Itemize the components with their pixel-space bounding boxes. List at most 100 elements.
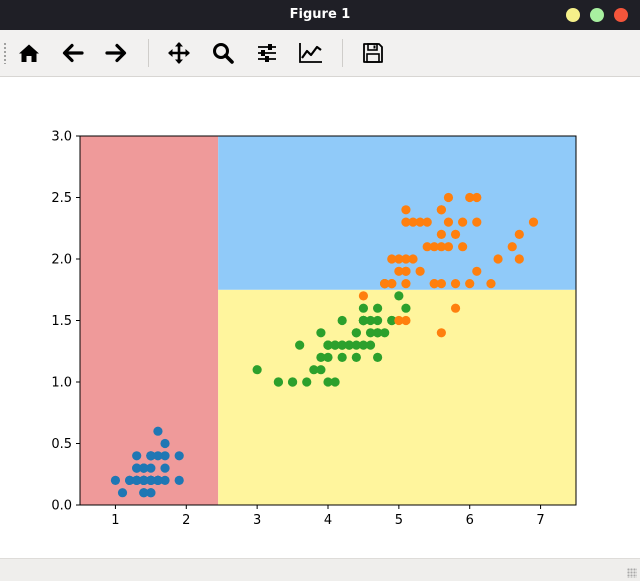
- data-point: [153, 451, 163, 461]
- data-point: [344, 340, 354, 350]
- data-point: [132, 451, 142, 461]
- data-point: [146, 463, 156, 473]
- data-point: [422, 242, 432, 252]
- status-bar: [0, 558, 640, 581]
- data-point: [472, 266, 482, 276]
- data-point: [486, 279, 496, 289]
- zoom-button[interactable]: [207, 37, 239, 69]
- x-tick-label: 1: [111, 513, 119, 528]
- scatter-chart[interactable]: 1 2 3 4 5 6 7 0.0 0.5 1.0 1.5 2.0 2.5 3.0: [0, 77, 640, 558]
- data-point: [373, 315, 383, 326]
- data-point: [153, 426, 163, 436]
- data-point: [252, 365, 262, 375]
- data-point: [493, 254, 503, 264]
- data-point: [174, 475, 184, 485]
- data-point: [125, 475, 135, 485]
- data-point: [450, 303, 461, 313]
- data-point: [117, 488, 128, 498]
- data-point: [472, 192, 482, 203]
- data-point: [394, 266, 404, 276]
- y-tick-label: 3.0: [51, 130, 72, 145]
- data-point: [422, 217, 432, 227]
- data-point: [351, 328, 361, 338]
- data-point: [436, 328, 446, 338]
- x-tick-label: 5: [395, 513, 403, 528]
- subplots-icon: [258, 44, 276, 62]
- data-point: [110, 475, 121, 485]
- data-point: [465, 279, 475, 289]
- figure-canvas[interactable]: 1 2 3 4 5 6 7 0.0 0.5 1.0 1.5 2.0 2.5 3.0: [0, 77, 640, 558]
- data-point: [443, 242, 454, 252]
- edit-axis-button[interactable]: [295, 37, 327, 69]
- data-point: [429, 279, 439, 289]
- back-button[interactable]: [57, 37, 89, 69]
- data-point: [436, 229, 446, 239]
- forward-button[interactable]: [100, 37, 132, 69]
- data-point: [373, 328, 383, 338]
- data-point: [436, 242, 446, 252]
- data-point: [139, 475, 149, 485]
- y-tick-label: 2.0: [51, 253, 72, 268]
- data-point: [358, 315, 369, 326]
- pan-icon: [168, 42, 190, 64]
- data-point: [365, 340, 376, 350]
- data-point: [394, 254, 404, 264]
- save-button[interactable]: [357, 37, 389, 69]
- y-tick-label: 1.0: [51, 376, 72, 391]
- y-tick-label: 0.5: [51, 437, 72, 452]
- x-tick-label: 3: [253, 513, 261, 528]
- toolbar-separator: [342, 39, 343, 67]
- minimize-button[interactable]: [566, 8, 580, 22]
- data-point: [146, 451, 156, 461]
- data-point: [132, 463, 142, 473]
- x-tick-label: 2: [182, 513, 190, 528]
- decision-region: [218, 289, 576, 505]
- navigation-toolbar: [0, 30, 640, 77]
- back-arrow-icon: [62, 43, 84, 63]
- close-button[interactable]: [614, 8, 628, 22]
- save-icon: [363, 43, 383, 63]
- resize-grip[interactable]: [627, 568, 637, 578]
- decision-region: [80, 136, 219, 505]
- data-point: [323, 352, 333, 362]
- data-point: [373, 303, 383, 313]
- data-point: [373, 352, 383, 362]
- data-point: [273, 377, 283, 387]
- y-tick-label: 0.0: [51, 499, 72, 514]
- x-tick-label: 4: [324, 513, 332, 528]
- window-titlebar[interactable]: Figure 1: [0, 0, 640, 30]
- data-point: [387, 279, 397, 289]
- edit-axis-icon: [299, 43, 322, 63]
- data-point: [139, 488, 149, 498]
- data-point: [302, 377, 312, 387]
- data-point: [146, 488, 156, 498]
- home-button[interactable]: [13, 37, 45, 69]
- configure-subplots-button[interactable]: [251, 37, 283, 69]
- data-point: [139, 463, 149, 473]
- data-point: [401, 254, 411, 264]
- data-point: [507, 242, 517, 252]
- toolbar-grip[interactable]: [3, 42, 7, 64]
- data-point: [358, 291, 369, 301]
- data-point: [408, 217, 418, 227]
- decision-region: [218, 136, 576, 290]
- data-point: [365, 328, 376, 338]
- x-tick-label: 7: [536, 513, 544, 528]
- data-point: [358, 303, 369, 313]
- pan-button[interactable]: [163, 37, 195, 69]
- data-point: [394, 291, 404, 301]
- data-point: [394, 315, 404, 326]
- data-point: [146, 475, 156, 485]
- data-point: [408, 254, 418, 264]
- data-point: [295, 340, 305, 350]
- data-point: [160, 475, 170, 485]
- data-point: [365, 315, 376, 326]
- data-point: [309, 365, 319, 375]
- maximize-button[interactable]: [590, 8, 604, 22]
- data-point: [401, 303, 411, 313]
- window-title: Figure 1: [289, 7, 351, 22]
- data-point: [415, 266, 425, 276]
- data-point: [401, 266, 411, 276]
- data-point: [323, 340, 333, 350]
- data-point: [330, 377, 340, 387]
